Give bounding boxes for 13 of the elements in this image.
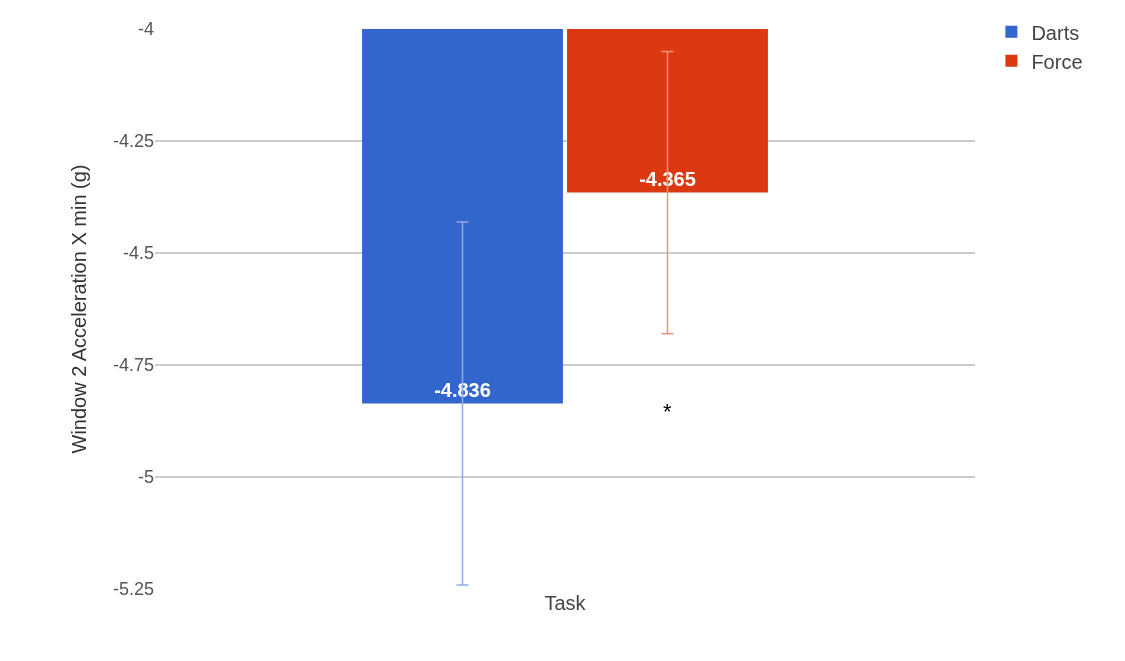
legend-label: Darts bbox=[1031, 21, 1080, 44]
y-tick-label: -4 bbox=[137, 19, 154, 40]
legend-label: Force bbox=[1031, 50, 1083, 73]
y-axis-title: Window 2 Acceleration X min (g) bbox=[68, 164, 91, 454]
data-label: -4.836 bbox=[434, 378, 491, 401]
y-tick-label: -4.75 bbox=[112, 355, 154, 376]
annotation: * bbox=[663, 399, 672, 424]
y-tick-label: -4.5 bbox=[122, 243, 154, 264]
y-tick-label: -5 bbox=[137, 467, 154, 488]
data-label: -4.365 bbox=[639, 167, 696, 190]
y-tick-label: -4.25 bbox=[112, 131, 154, 152]
y-tick-label: -5.25 bbox=[112, 579, 154, 600]
x-tick-label: Task bbox=[544, 592, 587, 614]
